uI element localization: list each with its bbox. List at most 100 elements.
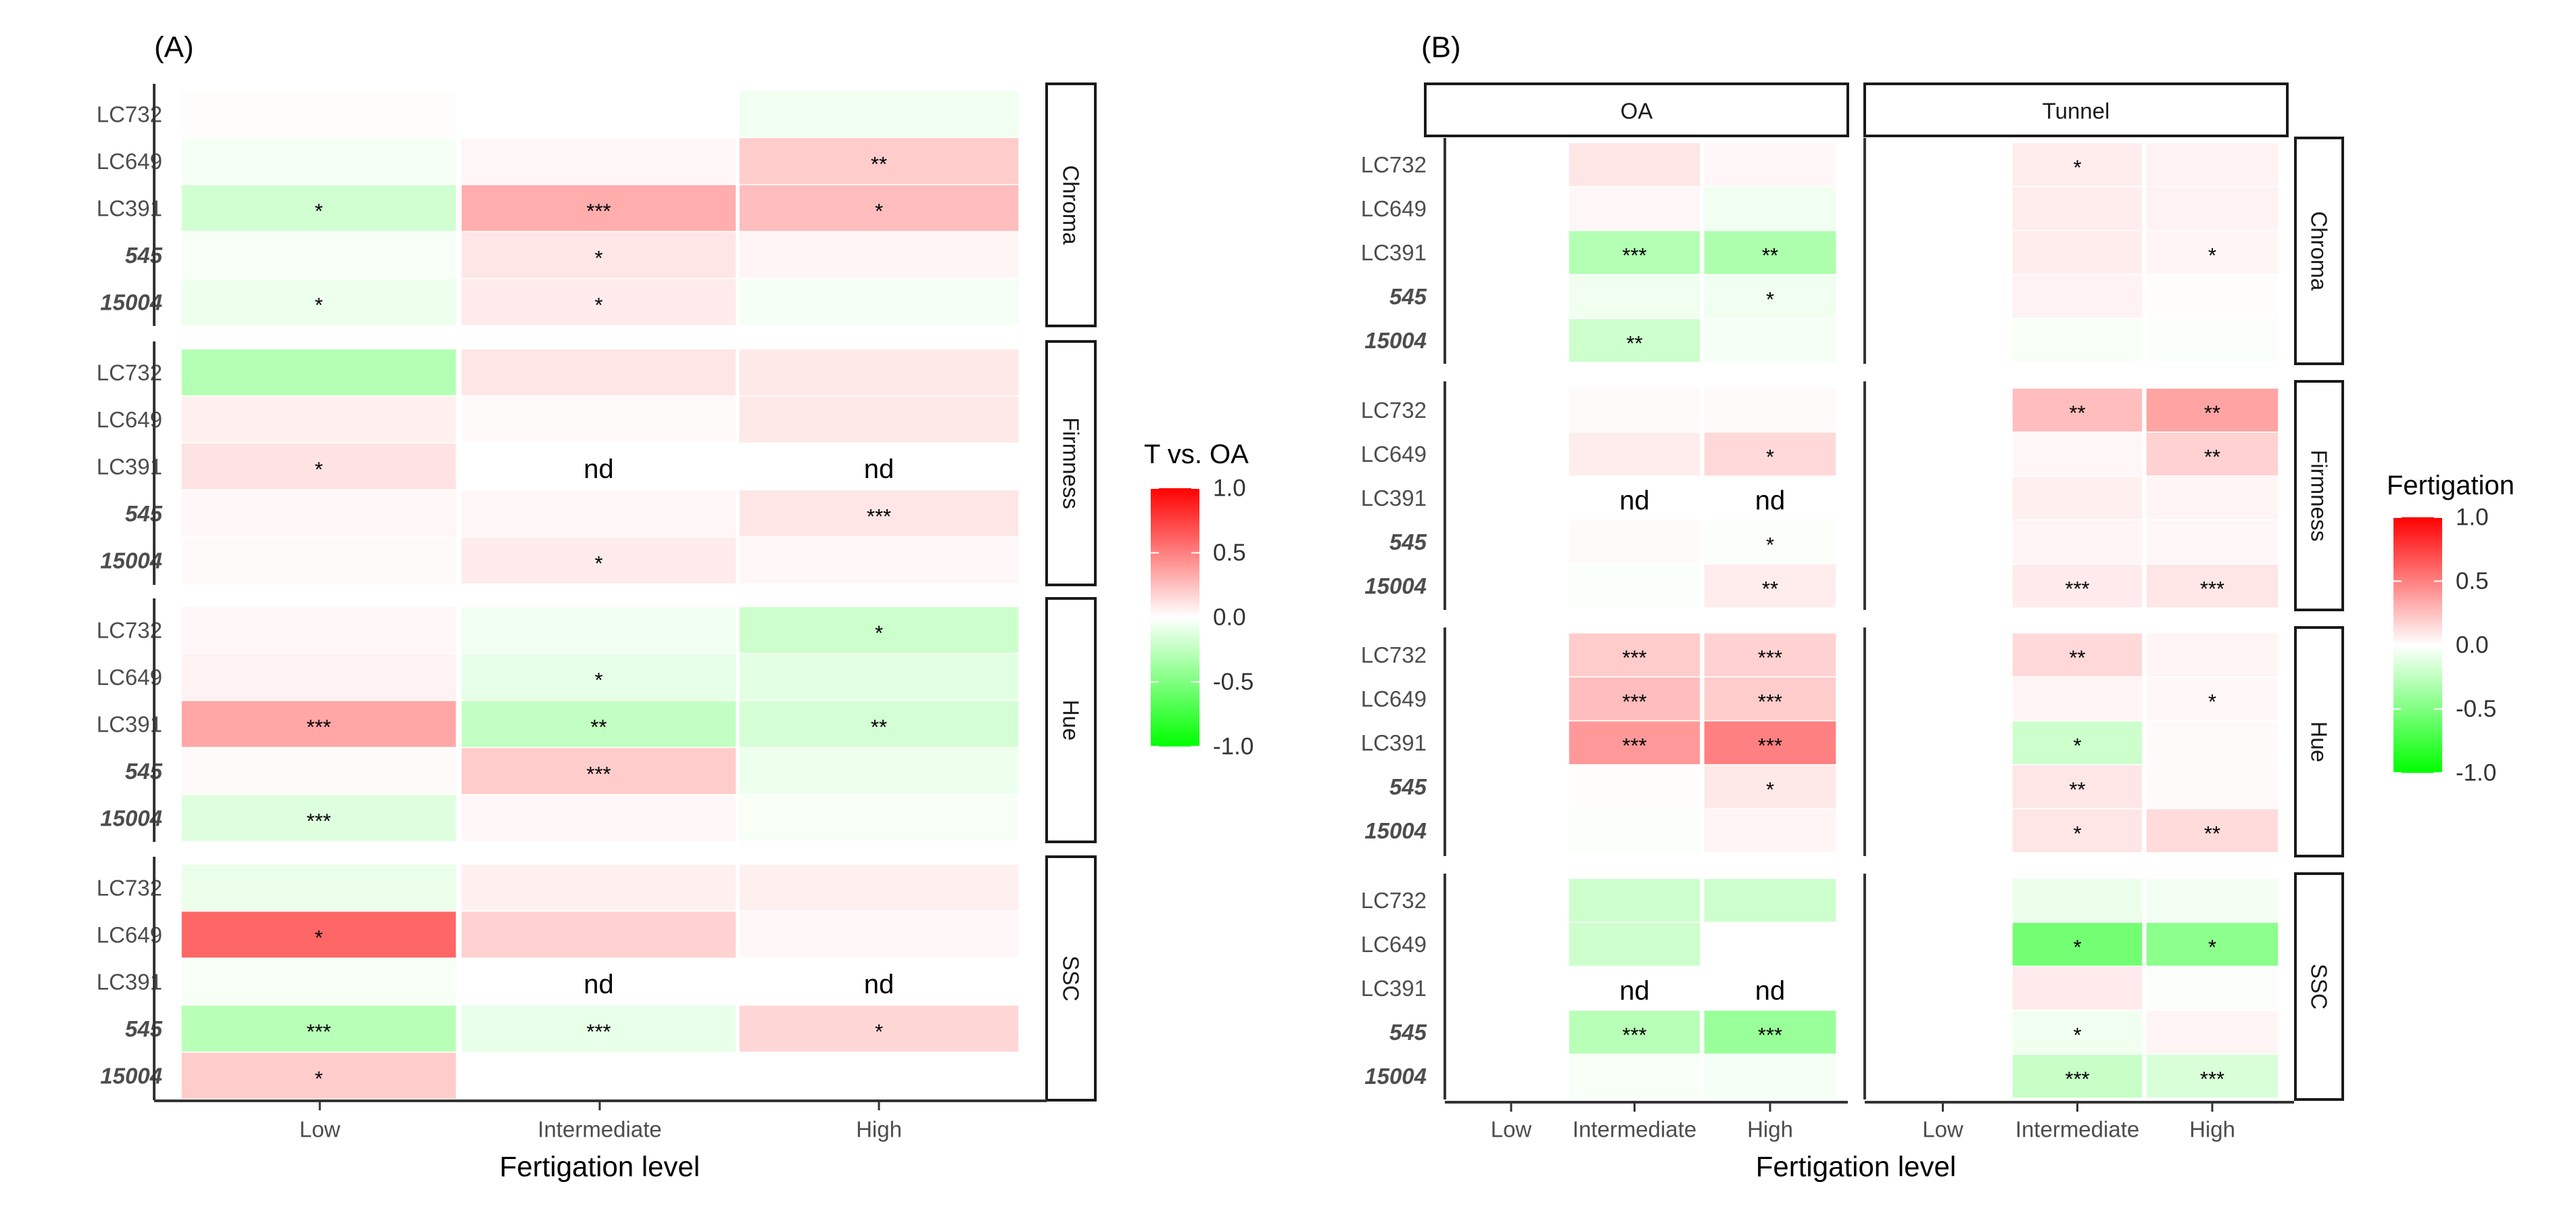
heatmap-cell bbox=[1703, 878, 1837, 923]
heatmap-cell bbox=[460, 348, 737, 397]
heatmap-cell bbox=[2011, 274, 2143, 319]
heatmap-cell bbox=[2145, 720, 2279, 765]
facet-strip-label: Tunnel bbox=[2043, 99, 2110, 124]
heatmap-cell bbox=[2145, 1054, 2279, 1099]
y-tick-label: LC649 bbox=[1361, 442, 1427, 467]
legend-tick-label: 0.0 bbox=[2456, 632, 2489, 659]
heatmap-cell bbox=[738, 395, 1020, 444]
heatmap-cell bbox=[738, 348, 1020, 397]
heatmap-cell bbox=[1568, 922, 1701, 967]
heatmap-cell bbox=[181, 606, 457, 655]
significance-label: ** bbox=[1762, 243, 1778, 267]
y-tick-label: 15004 bbox=[1364, 818, 1427, 843]
heatmap-cell bbox=[1568, 431, 1701, 477]
significance-label: *** bbox=[1622, 646, 1646, 669]
heatmap-cell bbox=[2145, 230, 2279, 275]
heatmap-cell bbox=[460, 137, 737, 185]
heatmap-cell bbox=[738, 910, 1020, 959]
heatmap-cell bbox=[2145, 966, 2279, 1011]
significance-label: * bbox=[314, 1066, 323, 1090]
significance-label: ** bbox=[2204, 445, 2220, 469]
heatmap-cell bbox=[738, 700, 1020, 749]
facet-strip-label: Chroma bbox=[2307, 211, 2332, 291]
facet-strip-label: Hue bbox=[2307, 721, 2332, 763]
y-tick-label: LC732 bbox=[97, 617, 162, 642]
x-tick-label: Intermediate bbox=[2016, 1117, 2139, 1142]
cell-label-nd: nd bbox=[1755, 976, 1786, 1006]
heatmap-cell bbox=[2145, 274, 2279, 319]
significance-label: ** bbox=[2069, 778, 2085, 801]
heatmap-cell bbox=[1703, 387, 1837, 433]
facet-strip-label: Firmness bbox=[2307, 450, 2332, 542]
legend-tick-label: -0.5 bbox=[2456, 696, 2496, 722]
legend-tick-label: 0.5 bbox=[1213, 540, 1246, 566]
significance-label: *** bbox=[1758, 1023, 1782, 1047]
heatmap-cell bbox=[1568, 519, 1701, 565]
x-tick-label: Intermediate bbox=[1573, 1117, 1696, 1142]
heatmap-cell bbox=[1703, 808, 1837, 853]
heatmap-cell bbox=[460, 863, 737, 912]
y-tick-label: 545 bbox=[125, 501, 163, 526]
significance-label: *** bbox=[1622, 734, 1646, 757]
heatmap-cell bbox=[181, 348, 457, 397]
y-tick-label: 545 bbox=[1389, 284, 1427, 309]
y-tick-label: LC649 bbox=[97, 149, 162, 174]
y-tick-label: 545 bbox=[125, 759, 163, 784]
y-tick-label: 545 bbox=[1389, 1020, 1427, 1045]
significance-label: * bbox=[2073, 935, 2081, 959]
heatmap-cell bbox=[738, 863, 1020, 912]
significance-label: * bbox=[2073, 1023, 2081, 1047]
heatmap-cell bbox=[181, 90, 457, 139]
legend-tick-label: -1.0 bbox=[2456, 760, 2496, 786]
heatmap-cell bbox=[181, 278, 457, 327]
y-tick-label: LC649 bbox=[97, 665, 162, 690]
heatmap-cell bbox=[460, 395, 737, 444]
y-tick-label: LC649 bbox=[1361, 686, 1427, 711]
heatmap-cell bbox=[2145, 878, 2279, 923]
significance-label: * bbox=[314, 293, 323, 316]
heatmap-cell bbox=[2011, 1010, 2143, 1055]
heatmap-cell bbox=[1703, 186, 1837, 231]
significance-label: * bbox=[2208, 243, 2216, 267]
significance-label: *** bbox=[1758, 734, 1782, 757]
significance-label: * bbox=[594, 668, 602, 692]
y-tick-label: LC649 bbox=[1361, 196, 1427, 221]
heatmap-cell bbox=[2011, 387, 2143, 433]
significance-label: * bbox=[1766, 445, 1774, 469]
facet-strip bbox=[1424, 82, 1849, 137]
significance-label: * bbox=[1766, 287, 1774, 311]
panel-label: (B) bbox=[1421, 31, 1461, 64]
facet-strip-label: SSC bbox=[1059, 955, 1084, 1001]
facet-strip-label: SSC bbox=[2307, 964, 2332, 1010]
significance-label: *** bbox=[1622, 690, 1646, 713]
x-tick-label: Low bbox=[300, 1117, 341, 1142]
panel-label: (A) bbox=[154, 31, 194, 64]
y-tick-label: LC391 bbox=[1361, 486, 1427, 511]
heatmap-cell bbox=[1568, 186, 1701, 231]
heatmap-cell bbox=[1703, 519, 1837, 565]
heatmap-cell bbox=[1568, 230, 1701, 275]
facet-strip bbox=[2294, 626, 2344, 857]
heatmap-cell bbox=[2011, 1054, 2143, 1099]
heatmap-cell bbox=[181, 700, 457, 749]
y-tick-label: 15004 bbox=[100, 548, 162, 573]
heatmap-cell bbox=[738, 489, 1020, 538]
heatmap-cell bbox=[460, 184, 737, 233]
significance-label: ** bbox=[2204, 822, 2220, 845]
heatmap-cell bbox=[2011, 431, 2143, 477]
significance-label: *** bbox=[2200, 1067, 2224, 1091]
heatmap-cell bbox=[1703, 1010, 1837, 1055]
heatmap-cell bbox=[738, 1004, 1020, 1053]
heatmap-cell bbox=[2011, 318, 2143, 363]
facet-strip-label: Chroma bbox=[1059, 165, 1084, 245]
heatmap-cell bbox=[2011, 230, 2143, 275]
cell-label-nd: nd bbox=[1619, 486, 1650, 516]
heatmap-cell bbox=[1568, 318, 1701, 363]
legend-title: T vs. OA bbox=[1144, 440, 1249, 469]
heatmap-cell bbox=[2145, 431, 2279, 477]
significance-label: *** bbox=[867, 504, 891, 528]
significance-label: *** bbox=[306, 809, 331, 832]
heatmap-cell bbox=[738, 278, 1020, 327]
heatmap-cell bbox=[1568, 142, 1701, 187]
significance-label: ** bbox=[871, 152, 887, 176]
